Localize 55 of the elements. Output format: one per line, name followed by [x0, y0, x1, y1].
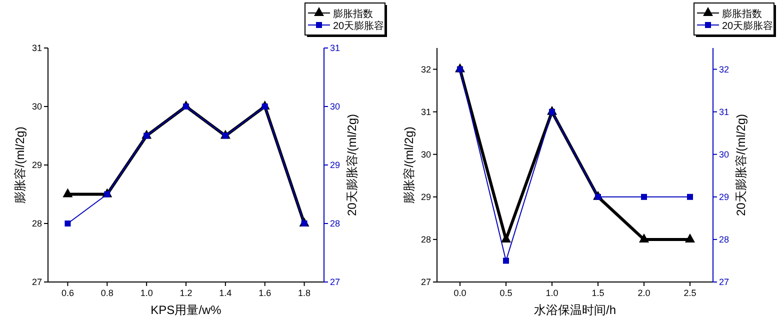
y2-tick-label: 30: [719, 149, 730, 160]
legend-label: 膨胀指数: [722, 8, 762, 20]
y-tick-label: 29: [420, 192, 431, 202]
y2-axis-title: 20天膨胀容/(ml/2g): [345, 114, 359, 216]
point: [641, 194, 647, 200]
y-tick-label: 28: [32, 218, 42, 228]
legend-label: 20天膨胀容: [333, 20, 384, 32]
x-tick-label: 0.6: [61, 288, 74, 298]
y2-tick-label: 27: [330, 277, 340, 287]
x-tick-label: 2.5: [684, 288, 696, 298]
point: [639, 233, 649, 242]
x-tick-label: 0.5: [500, 288, 512, 298]
x-tick-label: 1.2: [180, 288, 192, 298]
x-tick-label: 2.0: [638, 288, 650, 298]
y-tick-label: 30: [420, 149, 431, 160]
point: [685, 233, 695, 242]
point: [501, 233, 511, 242]
x-tick-label: 1.0: [546, 288, 558, 298]
y-tick-label: 31: [420, 106, 431, 117]
y2-axis-title: 20天膨胀容/(ml/2g): [734, 114, 748, 216]
point: [687, 194, 693, 200]
y-axis-title: 膨胀容/(ml/2g): [402, 126, 416, 204]
x-tick-label: 1.8: [298, 288, 311, 298]
y2-tick-label: 29: [719, 192, 730, 202]
y-tick-label: 32: [420, 64, 431, 74]
point: [262, 104, 268, 110]
y2-tick-label: 28: [719, 234, 730, 244]
y-tick-label: 27: [420, 277, 431, 287]
y-tick-label: 31: [32, 43, 42, 53]
legend-label: 20天膨胀容: [722, 20, 774, 32]
x-axis-title: 水浴保温时间/h: [534, 303, 616, 317]
y2-tick-label: 30: [330, 102, 340, 112]
point: [62, 188, 73, 198]
point: [183, 104, 189, 110]
x-axis-title: KPS用量/w%: [150, 303, 222, 317]
y2-tick-label: 31: [719, 106, 730, 117]
x-tick-label: 1.4: [219, 288, 232, 298]
point: [64, 220, 71, 226]
x-tick-label: 0.8: [100, 288, 114, 298]
legend-label: 膨胀指数: [333, 8, 373, 20]
y2-tick-label: 29: [330, 160, 340, 170]
y-axis-title: 膨胀容/(ml/2g): [13, 126, 27, 204]
y-tick-label: 28: [420, 234, 431, 244]
y2-tick-label: 31: [330, 43, 340, 53]
y2-tick-label: 28: [330, 218, 340, 228]
y-tick-label: 29: [32, 160, 42, 170]
x-tick-label: 1.6: [258, 288, 272, 298]
point: [503, 258, 509, 264]
y-tick-label: 27: [32, 277, 42, 287]
y-tick-label: 30: [32, 102, 42, 112]
x-tick-label: 0.0: [454, 288, 466, 298]
y2-tick-label: 27: [719, 277, 730, 287]
y2-tick-label: 32: [719, 64, 730, 74]
x-tick-label: 1.5: [592, 288, 604, 298]
x-tick-label: 1.0: [140, 288, 153, 298]
